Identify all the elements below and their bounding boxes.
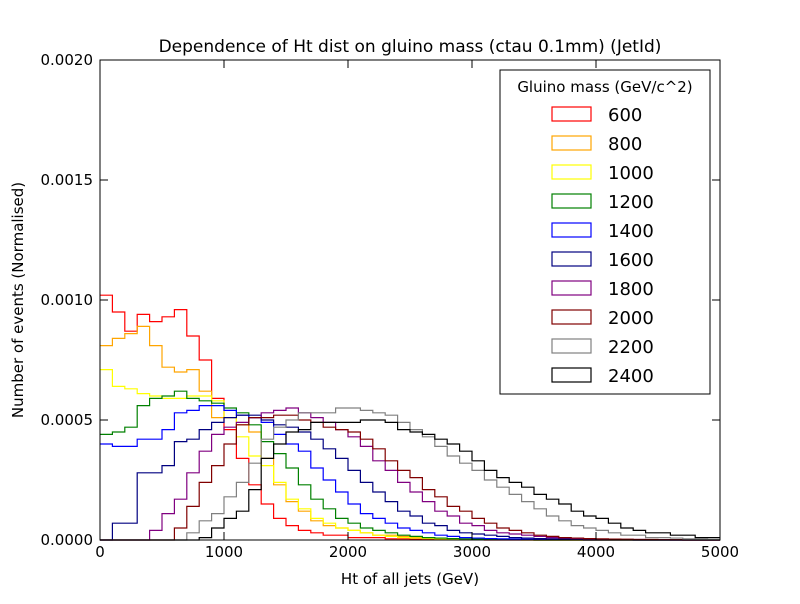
y-tick-label: 0.0005 [41, 411, 94, 429]
legend-label-1000: 1000 [608, 163, 654, 184]
series-line-2000 [100, 414, 720, 541]
legend-box [499, 69, 711, 395]
legend-label-1200: 1200 [608, 192, 654, 213]
legend-title: Gluino mass (GeV/c^2) [517, 78, 692, 96]
x-axis-label: Ht of all jets (GeV) [341, 570, 479, 588]
legend: Gluino mass (GeV/c^2) 600 800 1000 1200 1400… [499, 69, 711, 395]
legend-label-600: 600 [608, 105, 642, 126]
legend-label-1800: 1800 [608, 279, 654, 300]
x-tick-label: 2000 [329, 543, 367, 561]
legend-swatch-2400 [551, 367, 592, 383]
y-tick-label: 0.0020 [41, 51, 94, 69]
x-tick-label: 3000 [453, 543, 491, 561]
chart-title: Dependence of Ht dist on gluino mass (ct… [159, 37, 662, 57]
legend-swatch-1000 [551, 164, 592, 180]
legend-swatch-2000 [551, 309, 592, 325]
legend-swatch-600 [551, 106, 592, 122]
legend-label-1600: 1600 [608, 250, 654, 271]
x-tick-label: 0 [95, 543, 105, 561]
x-tick-label: 4000 [577, 543, 615, 561]
series-line-2400 [100, 419, 720, 541]
y-axis-label: Number of events (Normalised) [9, 182, 27, 418]
legend-label-2400: 2400 [608, 366, 654, 387]
legend-label-2000: 2000 [608, 308, 654, 329]
x-axis-ticks: 0 1000 2000 3000 4000 5000 [95, 60, 739, 561]
legend-entries: 600 800 1000 1200 1400 1600 1800 2000 2200 2400 [551, 105, 654, 387]
y-tick-label: 0.0010 [41, 291, 94, 309]
legend-swatch-1800 [551, 280, 592, 296]
legend-swatch-800 [551, 135, 592, 151]
legend-swatch-1600 [551, 251, 592, 267]
legend-swatch-2200 [551, 338, 592, 354]
legend-label-800: 800 [608, 134, 642, 155]
legend-label-1400: 1400 [608, 221, 654, 242]
y-tick-label: 0.0000 [41, 531, 94, 549]
series-line-1600 [100, 414, 720, 541]
x-tick-label: 1000 [205, 543, 243, 561]
y-axis-ticks: 0.0000 0.0005 0.0010 0.0015 0.0020 [41, 51, 720, 549]
legend-swatch-1200 [551, 193, 592, 209]
y-tick-label: 0.0015 [41, 171, 94, 189]
legend-label-2200: 2200 [608, 337, 654, 358]
x-tick-label: 5000 [701, 543, 739, 561]
legend-swatch-1400 [551, 222, 592, 238]
